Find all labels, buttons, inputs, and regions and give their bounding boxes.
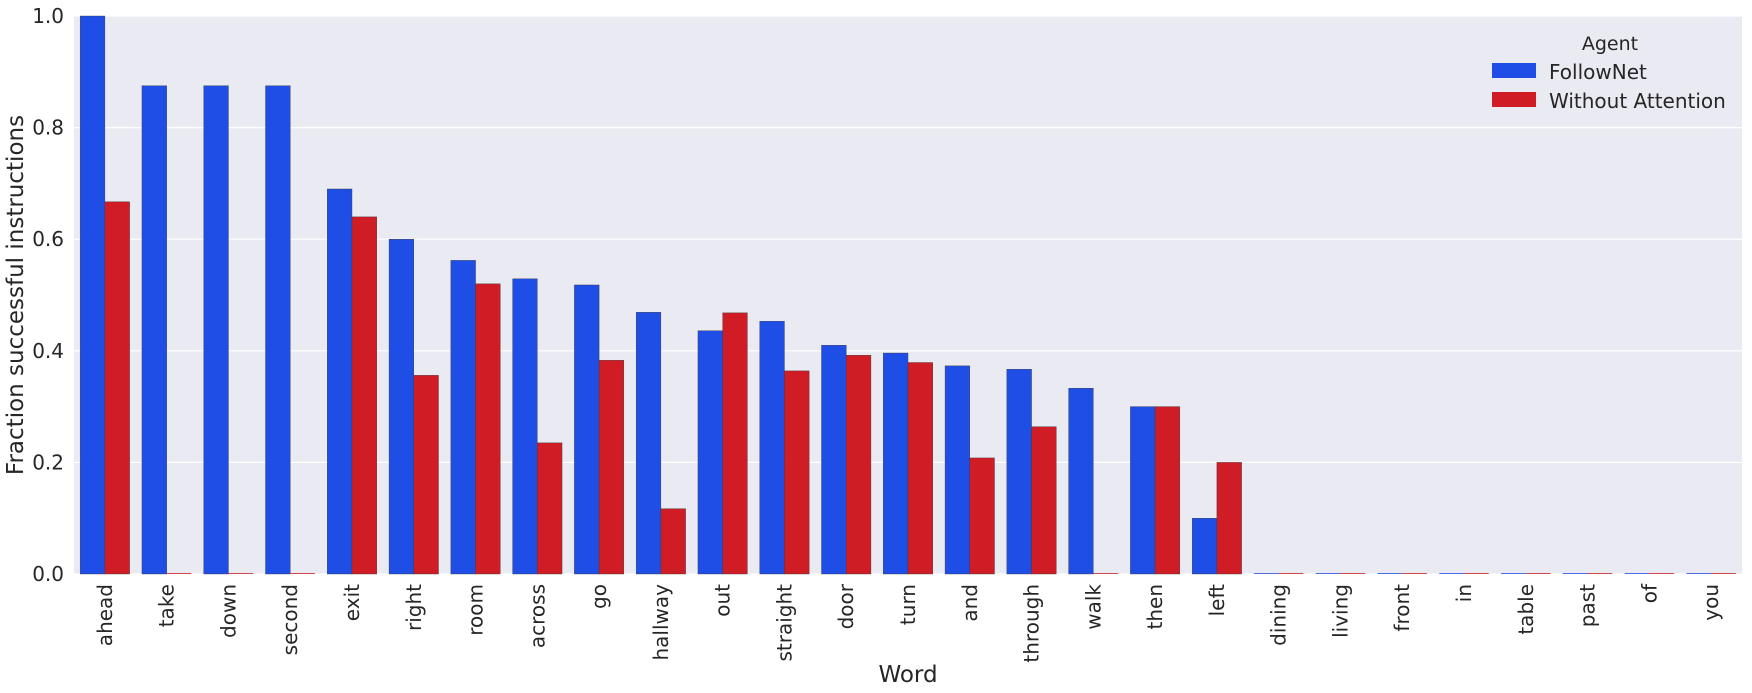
y-axis-ticks: 0.0 0.2 0.4 0.6 0.8 1.0 (32, 4, 64, 586)
bar-follownet-room (450, 260, 476, 575)
bar-follownet-across (512, 278, 538, 575)
x-tick-label: take (155, 584, 179, 627)
x-tick-label: second (278, 584, 302, 655)
x-tick-label: dining (1267, 584, 1291, 646)
x-tick-label: go (587, 584, 611, 609)
bar-follownet-front (1377, 573, 1403, 574)
bar-without-attention-go (598, 360, 625, 575)
bar-without-attention-turn (907, 362, 933, 575)
bar-follownet-ahead (79, 15, 106, 575)
x-tick-label: table (1514, 584, 1538, 635)
bar-without-attention-out (722, 312, 748, 575)
y-tick-label: 0.2 (32, 450, 64, 474)
legend: Agent FollowNet Without Attention (1492, 33, 1726, 113)
bar-follownet-take (141, 85, 167, 575)
x-axis-ticks: ahead take down second exit right room across go… (93, 583, 1723, 663)
bar-without-attention-exit (351, 216, 377, 575)
legend-label-follownet: FollowNet (1549, 60, 1647, 84)
bar-follownet-table (1501, 573, 1526, 574)
x-tick-label: through (1020, 584, 1044, 663)
x-tick-label: door (834, 583, 858, 629)
bar-follownet-then (1130, 406, 1156, 575)
bar-follownet-through (1006, 369, 1032, 575)
x-tick-label: turn (896, 584, 920, 625)
bar-without-attention-through (1031, 426, 1057, 575)
bar-without-attention-ahead (104, 201, 130, 575)
bar-follownet-exit (327, 188, 353, 575)
bar-follownet-you (1686, 573, 1712, 574)
x-tick-label: across (525, 584, 549, 648)
bar-follownet-turn (883, 352, 909, 575)
x-tick-label: right (402, 584, 426, 631)
bar-follownet-left (1191, 518, 1218, 575)
bar-without-attention-across (537, 442, 563, 575)
x-tick-label: exit (340, 584, 364, 621)
x-tick-label: you (1699, 584, 1723, 621)
bar-follownet-straight (759, 321, 785, 575)
bar-follownet-door (821, 345, 847, 575)
x-tick-label: left (1205, 584, 1229, 617)
bar-follownet-second (265, 85, 291, 575)
legend-label-without-attention: Without Attention (1549, 89, 1726, 113)
x-tick-label: down (216, 584, 240, 638)
y-tick-label: 0.8 (32, 116, 64, 140)
bar-without-attention-hallway (660, 508, 686, 575)
bars (79, 15, 1736, 575)
bar-without-attention-then (1154, 406, 1181, 575)
x-tick-label: ahead (93, 584, 117, 646)
bar-without-attention-living (1340, 573, 1366, 574)
x-tick-label: hallway (649, 584, 673, 661)
x-tick-label: in (1452, 584, 1476, 602)
bar-follownet-go (574, 284, 600, 575)
bar-follownet-right (388, 238, 414, 575)
bar-without-attention-table (1525, 573, 1551, 574)
legend-title: Agent (1582, 33, 1638, 55)
bar-follownet-and (944, 365, 970, 575)
bar-without-attention-dining (1278, 573, 1304, 574)
bar-follownet-in (1439, 573, 1464, 574)
bar-without-attention-straight (784, 370, 810, 575)
y-axis-title: Fraction successful instructions (3, 115, 29, 475)
bar-without-attention-right (413, 375, 439, 575)
x-tick-label: room (464, 584, 488, 636)
x-tick-label: front (1390, 584, 1414, 632)
x-tick-label: out (711, 584, 735, 617)
x-tick-label: of (1637, 583, 1661, 603)
bar-follownet-out (697, 330, 723, 575)
bar-follownet-living (1315, 573, 1341, 574)
x-tick-label: past (1576, 584, 1600, 627)
x-axis-title: Word (878, 662, 937, 688)
bar-without-attention-of (1649, 573, 1675, 574)
y-tick-label: 0.6 (32, 227, 64, 251)
bar-without-attention-walk (1093, 573, 1119, 574)
bar-follownet-of (1624, 573, 1650, 574)
y-tick-label: 0.4 (32, 339, 64, 363)
bar-follownet-past (1562, 573, 1588, 574)
bar-follownet-dining (1253, 573, 1279, 574)
bar-without-attention-down (228, 573, 254, 574)
x-tick-label: straight (772, 584, 796, 662)
x-tick-label: and (958, 584, 982, 622)
bar-without-attention-and (969, 457, 995, 575)
bar-without-attention-second (290, 573, 315, 574)
bar-without-attention-you (1711, 573, 1736, 574)
legend-swatch-follownet (1492, 63, 1536, 78)
x-tick-label: walk (1081, 584, 1105, 630)
y-tick-label: 1.0 (32, 4, 64, 28)
bar-follownet-hallway (635, 312, 662, 575)
bar-without-attention-left (1216, 462, 1242, 575)
bar-without-attention-door (846, 355, 872, 575)
x-tick-label: then (1143, 584, 1167, 630)
bar-follownet-down (203, 85, 229, 575)
legend-swatch-without-attention (1492, 92, 1536, 107)
bar-without-attention-take (166, 573, 192, 574)
bar-without-attention-room (475, 283, 501, 575)
bar-without-attention-past (1587, 573, 1613, 574)
x-tick-label: living (1328, 584, 1352, 638)
bar-follownet-walk (1068, 387, 1094, 575)
y-tick-label: 0.0 (32, 562, 64, 586)
bar-without-attention-front (1402, 573, 1427, 574)
bar-without-attention-in (1464, 573, 1489, 574)
